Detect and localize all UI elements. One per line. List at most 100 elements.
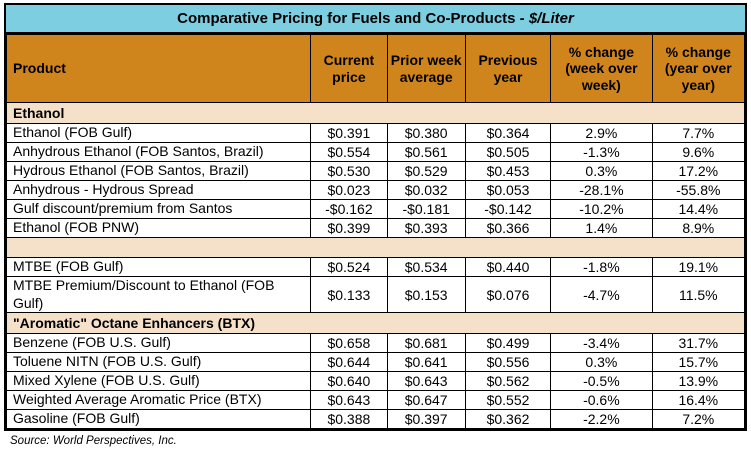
value-cell: $0.453 (464, 161, 552, 181)
value-cell: 7.7% (651, 123, 746, 143)
product-cell: Hydrous Ethanol (FOB Santos, Brazil) (5, 161, 312, 181)
value-cell: $0.643 (386, 371, 466, 391)
value-cell: $0.440 (464, 257, 552, 277)
value-cell: -0.6% (550, 390, 653, 410)
value-cell: 8.9% (651, 218, 746, 238)
pricing-table-frame: Comparative Pricing for Fuels and Co-Pro… (4, 3, 747, 431)
value-cell: -$0.181 (386, 199, 466, 219)
product-cell: Ethanol (FOB PNW) (5, 218, 312, 238)
product-cell: Gasoline (FOB Gulf) (5, 409, 312, 429)
value-cell: $0.534 (386, 257, 466, 277)
value-cell: $0.658 (310, 333, 388, 353)
value-cell: -10.2% (550, 199, 653, 219)
value-cell: -1.3% (550, 142, 653, 162)
value-cell: -$0.142 (464, 199, 552, 219)
value-cell: 13.9% (651, 371, 746, 391)
value-cell: 0.3% (550, 352, 653, 372)
value-cell: $0.556 (464, 352, 552, 372)
spacer-cell (6, 237, 745, 258)
product-cell: Anhydrous - Hydrous Spread (5, 180, 312, 200)
section-header-cell: Ethanol (6, 102, 745, 124)
value-cell: 31.7% (651, 333, 746, 353)
table-title-unit: $/Liter (528, 10, 574, 27)
column-header-2: Prior week average (386, 34, 466, 103)
value-cell: $0.554 (310, 142, 388, 162)
value-cell: 1.4% (550, 218, 653, 238)
value-cell: $0.023 (310, 180, 388, 200)
column-header-product: Product (5, 34, 312, 103)
value-cell: $0.562 (464, 371, 552, 391)
product-cell: MTBE Premium/Discount to Ethanol (FOB Gu… (5, 276, 312, 313)
table-header-row: Product Current price Prior week average Pr… (5, 34, 746, 103)
table-row: MTBE Premium/Discount to Ethanol (FOB Gu… (5, 276, 746, 313)
value-cell: $0.530 (310, 161, 388, 181)
product-cell: Weighted Average Aromatic Price (BTX) (5, 390, 312, 410)
value-cell: $0.032 (386, 180, 466, 200)
pricing-table: Product Current price Prior week average Pr… (5, 34, 746, 429)
table-row: Hydrous Ethanol (FOB Santos, Brazil) $0.5… (5, 161, 746, 181)
table-row: Mixed Xylene (FOB U.S. Gulf) $0.640 $0.643… (5, 371, 746, 391)
product-cell: Gulf discount/premium from Santos (5, 199, 312, 219)
product-cell: Anhydrous Ethanol (FOB Santos, Brazil) (5, 142, 312, 162)
spacer-row (6, 237, 745, 258)
value-cell: 7.2% (651, 409, 746, 429)
value-cell: $0.644 (310, 352, 388, 372)
value-cell: $0.153 (386, 276, 466, 313)
section-header-cell: "Aromatic" Octane Enhancers (BTX) (6, 312, 745, 334)
value-cell: $0.643 (310, 390, 388, 410)
value-cell: $0.399 (310, 218, 388, 238)
value-cell: $0.364 (464, 123, 552, 143)
table-title-text: Comparative Pricing for Fuels and Co-Pro… (177, 10, 529, 27)
value-cell: -1.8% (550, 257, 653, 277)
value-cell: 14.4% (651, 199, 746, 219)
value-cell: -3.4% (550, 333, 653, 353)
value-cell: 19.1% (651, 257, 746, 277)
product-cell: Ethanol (FOB Gulf) (5, 123, 312, 143)
product-cell: MTBE (FOB Gulf) (5, 257, 312, 277)
value-cell: $0.681 (386, 333, 466, 353)
value-cell: -28.1% (550, 180, 653, 200)
value-cell: $0.053 (464, 180, 552, 200)
source-note: Source: World Perspectives, Inc. (10, 435, 177, 447)
table-row: Weighted Average Aromatic Price (BTX) $0.… (5, 390, 746, 410)
column-header-5: % change (year over year) (651, 34, 746, 103)
table-body: Ethanol Ethanol (FOB Gulf) $0.391 $0.380 $0.… (5, 102, 746, 429)
table-row: MTBE (FOB Gulf) $0.524 $0.534 $0.440 -1.8% 19… (5, 257, 746, 277)
product-cell: Mixed Xylene (FOB U.S. Gulf) (5, 371, 312, 391)
table-row: Ethanol (FOB PNW) $0.399 $0.393 $0.366 1.4% 8… (5, 218, 746, 238)
value-cell: $0.388 (310, 409, 388, 429)
table-row: Anhydrous Ethanol (FOB Santos, Brazil) $0… (5, 142, 746, 162)
table-row: Ethanol (FOB Gulf) $0.391 $0.380 $0.364 2.9%… (5, 123, 746, 143)
value-cell: -2.2% (550, 409, 653, 429)
value-cell: 0.3% (550, 161, 653, 181)
value-cell: $0.499 (464, 333, 552, 353)
table-row: Benzene (FOB U.S. Gulf) $0.658 $0.681 $0.49… (5, 333, 746, 353)
value-cell: 17.2% (651, 161, 746, 181)
table-title: Comparative Pricing for Fuels and Co-Pro… (6, 5, 745, 34)
value-cell: -$0.162 (310, 199, 388, 219)
value-cell: $0.640 (310, 371, 388, 391)
value-cell: $0.524 (310, 257, 388, 277)
table-row: Anhydrous - Hydrous Spread $0.023 $0.032 $0… (5, 180, 746, 200)
value-cell: 2.9% (550, 123, 653, 143)
section-header-row: "Aromatic" Octane Enhancers (BTX) (6, 312, 745, 334)
value-cell: -0.5% (550, 371, 653, 391)
product-cell: Toluene NITN (FOB U.S. Gulf) (5, 352, 312, 372)
column-header-1: Current price (310, 34, 388, 103)
value-cell: $0.393 (386, 218, 466, 238)
value-cell: $0.561 (386, 142, 466, 162)
value-cell: $0.397 (386, 409, 466, 429)
value-cell: $0.076 (464, 276, 552, 313)
section-header-row: Ethanol (6, 102, 745, 124)
value-cell: 16.4% (651, 390, 746, 410)
value-cell: $0.505 (464, 142, 552, 162)
value-cell: $0.380 (386, 123, 466, 143)
value-cell: 9.6% (651, 142, 746, 162)
value-cell: 11.5% (651, 276, 746, 313)
value-cell: $0.529 (386, 161, 466, 181)
value-cell: $0.362 (464, 409, 552, 429)
value-cell: 15.7% (651, 352, 746, 372)
table-row: Toluene NITN (FOB U.S. Gulf) $0.644 $0.641… (5, 352, 746, 372)
table-row: Gasoline (FOB Gulf) $0.388 $0.397 $0.362 -2.… (5, 409, 746, 429)
product-cell: Benzene (FOB U.S. Gulf) (5, 333, 312, 353)
